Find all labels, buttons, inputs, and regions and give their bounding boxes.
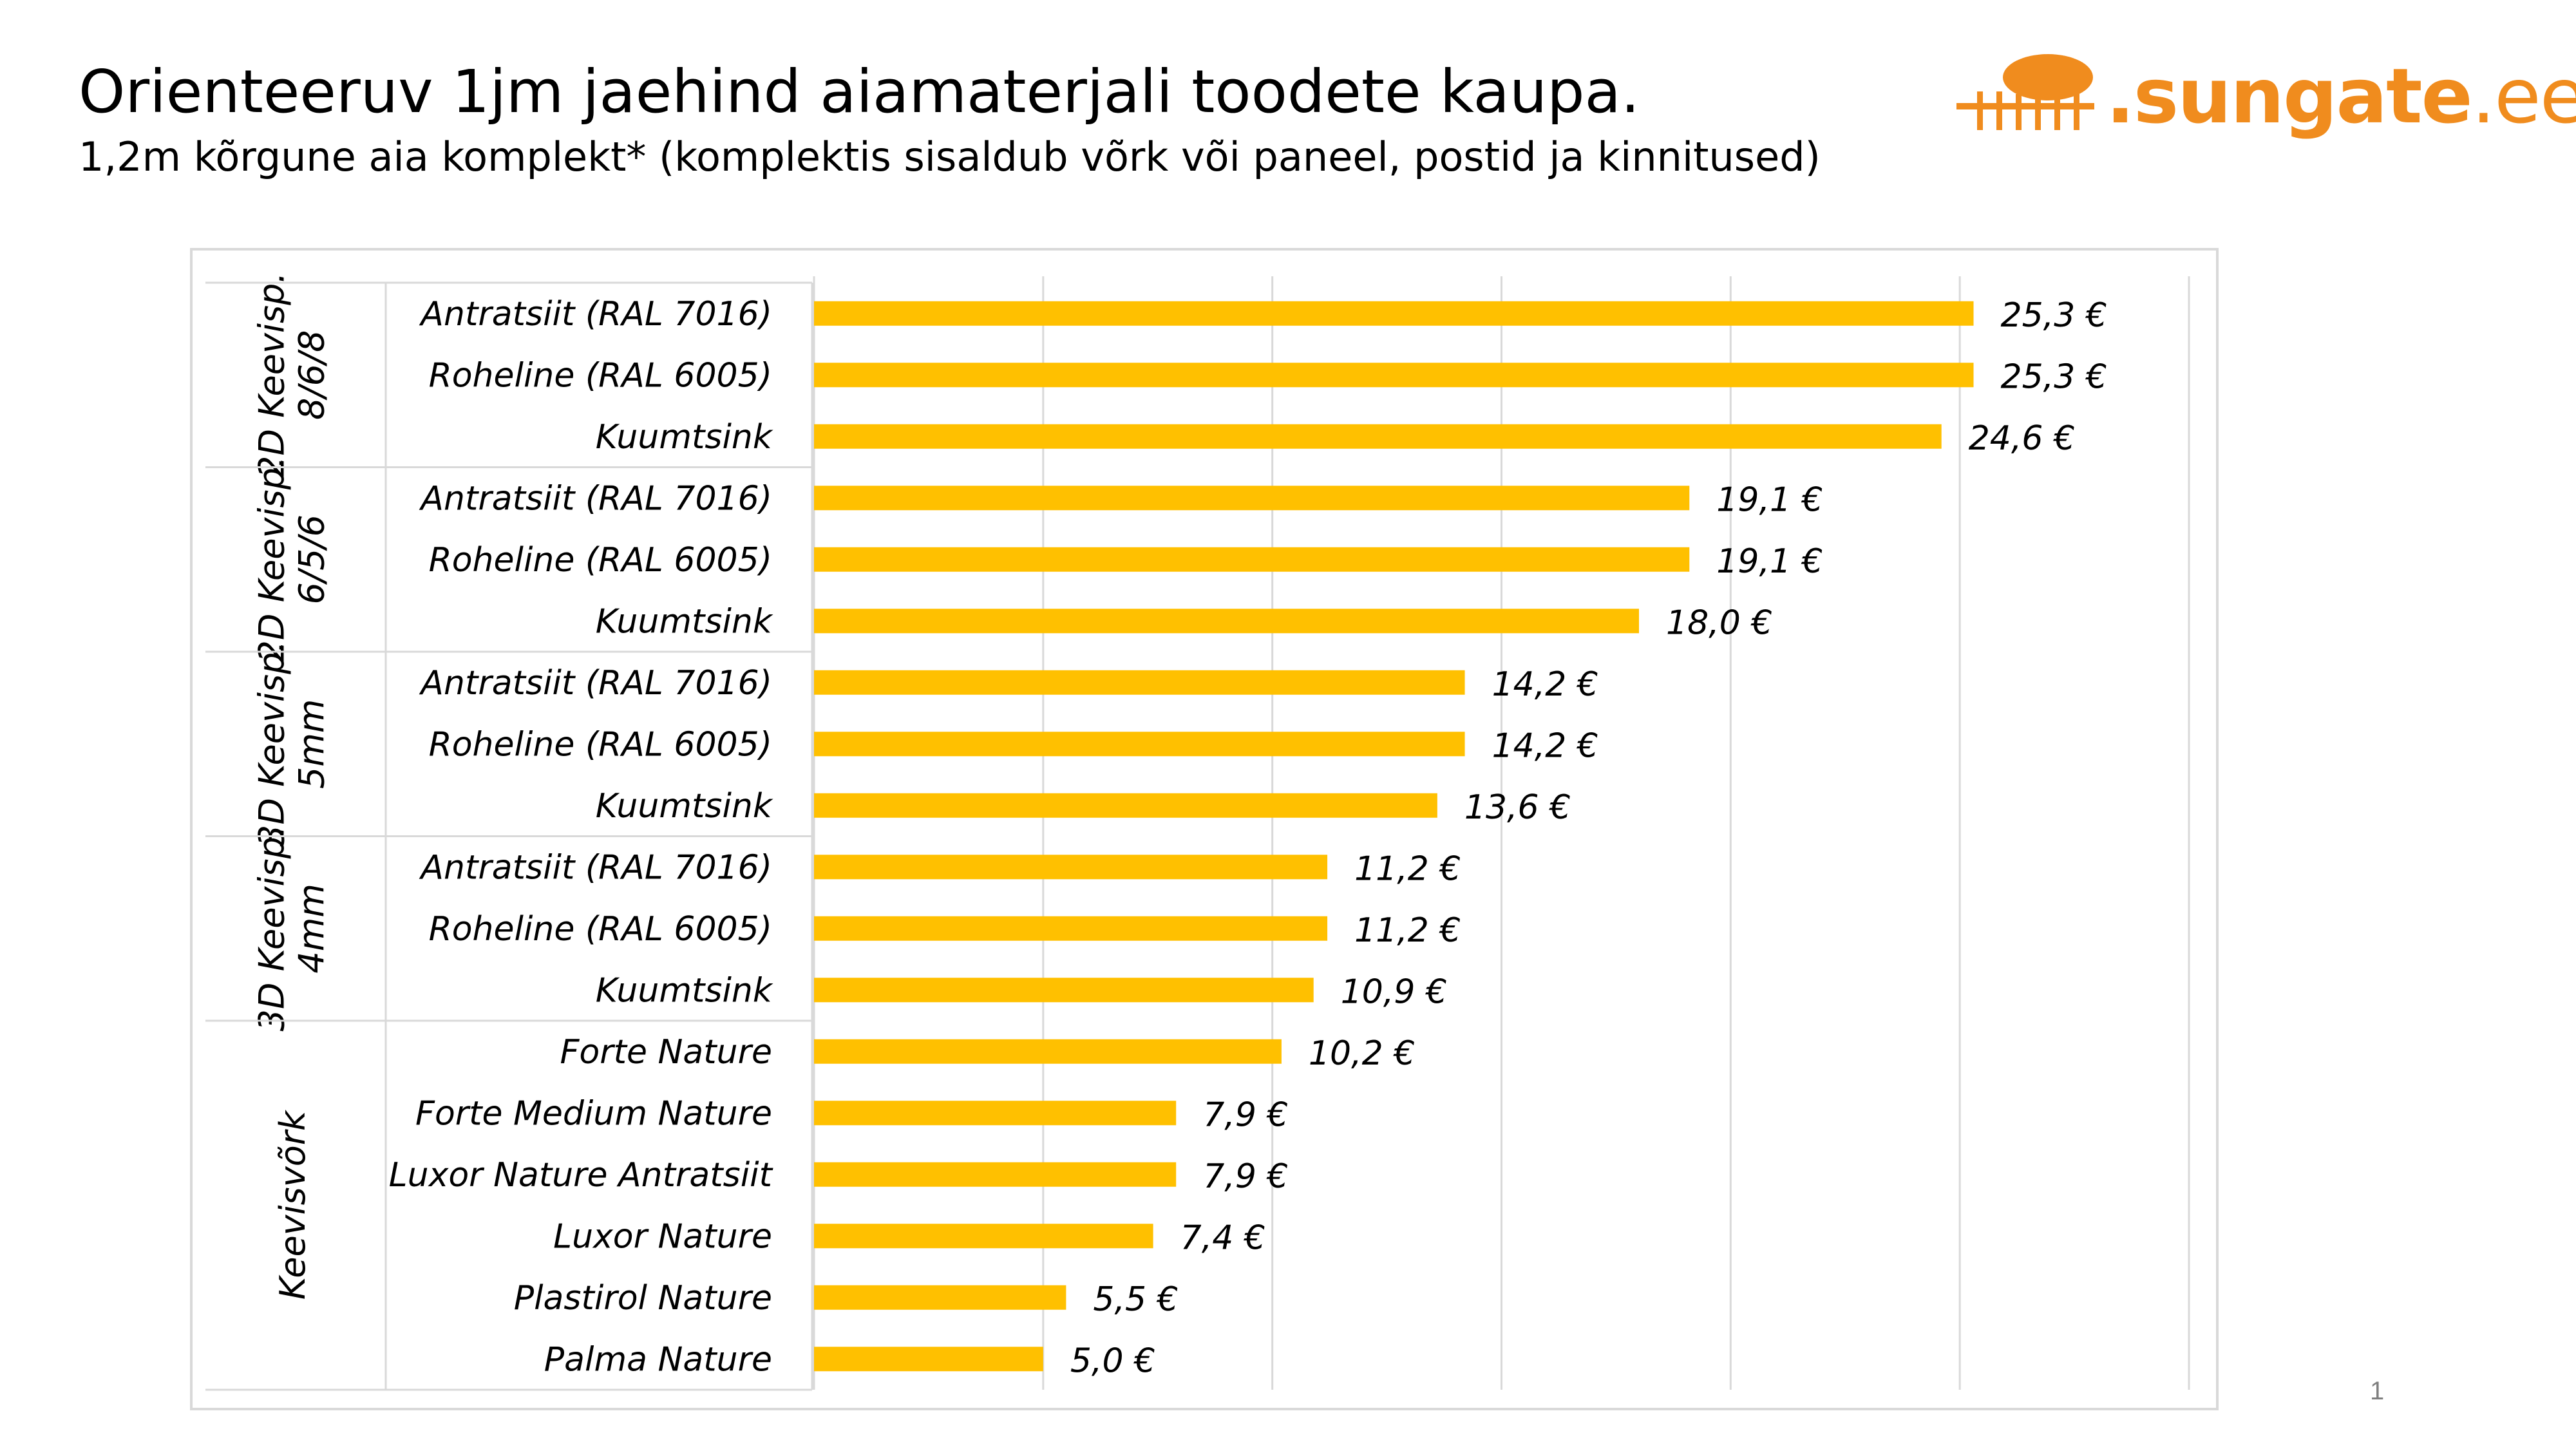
- category-label: Plastirol Nature: [514, 1279, 772, 1318]
- page-title: Orienteeruv 1jm jaehind aiamaterjali too…: [79, 57, 1640, 126]
- category-label: Luxor Nature Antratsiit: [389, 1156, 773, 1195]
- bar: [814, 609, 1639, 634]
- price-bar-chart: 2D Keevisp.8/6/8 Antratsiit (RAL 7016) 25,…: [205, 272, 2190, 1391]
- category-label: Roheline (RAL 6005): [429, 725, 772, 764]
- group-label: 3D Keevisp.5mm: [252, 641, 332, 847]
- group-label: 2D Keevisp.8/6/8: [252, 272, 332, 478]
- category-label: Antratsiit (RAL 7016): [419, 295, 772, 334]
- data-label: 11,2 €: [1354, 849, 1461, 888]
- page-number: 1: [2370, 1377, 2385, 1405]
- chart-frame: 2D Keevisp.8/6/8 Antratsiit (RAL 7016) 25,…: [190, 248, 2219, 1410]
- data-label: 10,2 €: [1309, 1034, 1415, 1073]
- category-label: Roheline (RAL 6005): [429, 356, 772, 395]
- bar: [814, 1039, 1282, 1064]
- logo-text: .sungate.ee: [2106, 52, 2576, 140]
- data-label: 7,4 €: [1180, 1218, 1265, 1257]
- data-label: 18,0 €: [1666, 603, 1772, 642]
- data-label: 24,6 €: [1969, 419, 2075, 458]
- logo-sun-fence-icon: [1956, 54, 2094, 130]
- category-label: Luxor Nature: [553, 1217, 772, 1256]
- category-label: Roheline (RAL 6005): [429, 541, 772, 580]
- category-label: Antratsiit (RAL 7016): [419, 479, 772, 518]
- data-label: 5,5 €: [1093, 1280, 1178, 1319]
- bar: [814, 1224, 1153, 1249]
- group-label: 2D Keevisp.6/5/6: [252, 457, 332, 663]
- bar: [814, 547, 1690, 572]
- data-label: 11,2 €: [1354, 911, 1461, 950]
- data-label: 10,9 €: [1341, 972, 1447, 1011]
- bar: [814, 670, 1465, 695]
- category-label: Forte Nature: [560, 1033, 773, 1072]
- bar: [814, 363, 1974, 388]
- category-label: Antratsiit (RAL 7016): [419, 848, 772, 887]
- data-label: 14,2 €: [1492, 726, 1598, 765]
- category-label: Kuumtsink: [596, 602, 773, 641]
- bar: [814, 486, 1690, 511]
- bar: [814, 1162, 1177, 1187]
- bar: [814, 978, 1314, 1003]
- bar: [814, 732, 1465, 757]
- data-label: 25,3 €: [2001, 296, 2107, 335]
- bar: [814, 1347, 1043, 1372]
- bar: [814, 424, 1942, 449]
- category-label: Roheline (RAL 6005): [429, 910, 772, 949]
- group-label: 3D Keevisp.4mm: [252, 826, 332, 1032]
- data-label: 19,1 €: [1716, 480, 1823, 519]
- data-label: 14,2 €: [1492, 665, 1598, 704]
- category-label: Forte Medium Nature: [415, 1094, 772, 1133]
- category-label: Kuumtsink: [596, 971, 773, 1010]
- bar: [814, 301, 1974, 326]
- category-label: Palma Nature: [544, 1340, 772, 1379]
- bar: [814, 916, 1328, 941]
- category-label: Antratsiit (RAL 7016): [419, 664, 772, 703]
- category-label: Kuumtsink: [596, 787, 773, 826]
- sungate-logo: .sungate.ee: [1951, 39, 2576, 155]
- data-label: 5,0 €: [1070, 1341, 1155, 1380]
- page-subtitle: 1,2m kõrgune aia komplekt* (komplektis s…: [79, 133, 1821, 180]
- data-label: 19,1 €: [1716, 542, 1823, 581]
- bar: [814, 1101, 1177, 1126]
- bar: [814, 793, 1437, 818]
- data-label: 25,3 €: [2001, 357, 2107, 396]
- category-label: Kuumtsink: [596, 418, 773, 457]
- group-label: Keevisvõrk: [272, 1109, 313, 1300]
- bar: [814, 1285, 1066, 1310]
- data-label: 7,9 €: [1203, 1157, 1288, 1196]
- bar: [814, 855, 1328, 880]
- data-label: 13,6 €: [1464, 788, 1571, 827]
- data-label: 7,9 €: [1203, 1095, 1288, 1134]
